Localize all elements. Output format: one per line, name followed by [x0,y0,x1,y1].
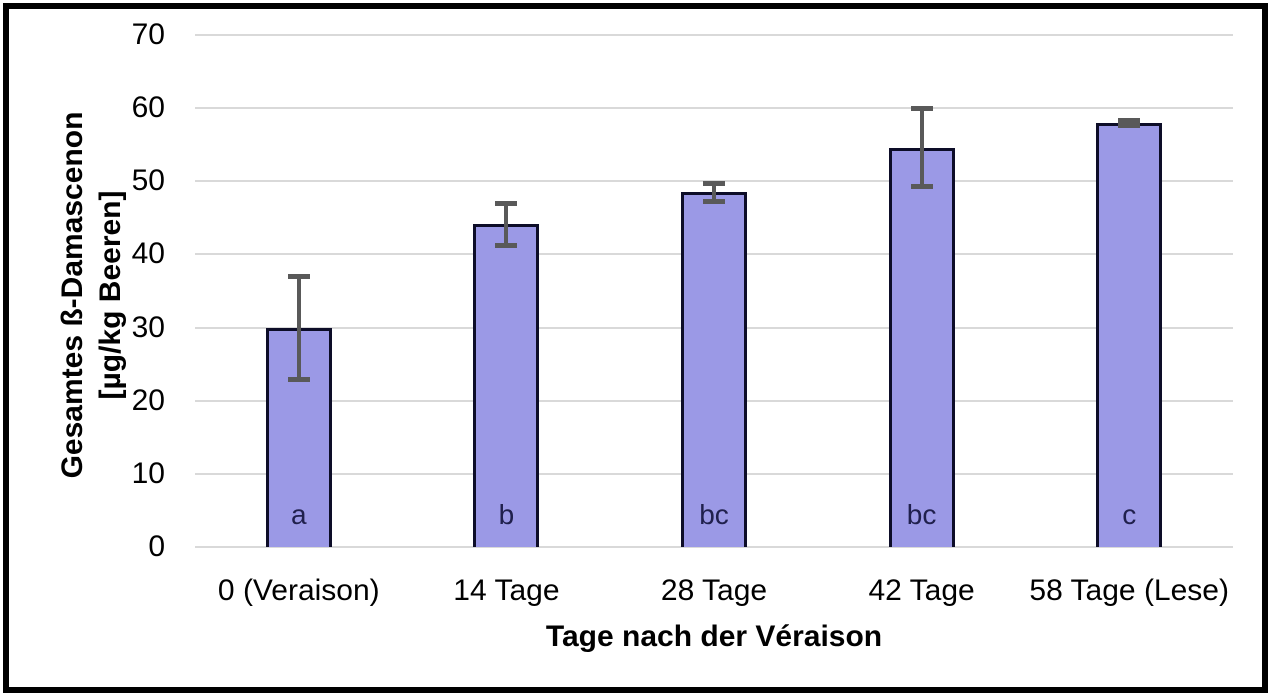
error-bar [296,275,301,380]
error-bar-cap-bottom [703,198,725,204]
error-bar [504,203,509,246]
significance-letter: c [1122,499,1137,530]
error-bar-cap-top [910,106,933,112]
y-tick-label: 60 [131,91,165,125]
error-bar-cap-bottom [910,184,933,190]
bar [681,192,747,547]
bar [1096,122,1163,547]
gridline [195,107,1233,110]
y-tick-label: 50 [131,164,165,198]
x-tick-label: 58 Tage (Lese) [1029,574,1229,607]
error-bar-cap-top [495,201,518,207]
significance-letter: a [291,499,307,530]
y-tick-label: 70 [131,18,165,51]
x-axis-title: Tage nach der Véraison [545,620,883,653]
y-tick-label: 40 [131,237,165,271]
error-bar-cap-bottom [1118,122,1141,128]
error-bar-cap-bottom [495,242,518,248]
bar [473,224,540,547]
x-tick-label: 0 (Veraison) [217,574,380,607]
gridline [195,34,1233,36]
y-tick-label: 20 [131,383,165,417]
error-bar [712,182,716,202]
significance-letter: bc [699,499,729,530]
y-axis-title: Gesamtes ß-Damascenon [µg/kg Beeren] [54,112,130,479]
x-tick-label: 14 Tage [453,574,560,607]
y-axis-title-line1: Gesamtes ß-Damascenon [56,111,89,479]
bar [888,147,955,547]
error-bar-cap-top [1118,117,1141,123]
error-bar-cap-bottom [287,376,310,382]
y-tick-label: 30 [131,310,165,344]
x-tick-label: 42 Tage [868,574,975,607]
significance-letter: b [498,499,515,530]
y-tick-label: 0 [148,530,165,563]
x-tick-label: 28 Tage [660,574,768,607]
y-axis-title-line2: [µg/kg Beeren] [94,190,127,400]
error-bar [919,108,924,188]
error-bar-cap-top [703,180,725,186]
significance-letter: bc [906,499,937,530]
gridline [195,546,1233,548]
error-bar-cap-top [287,273,310,279]
y-tick-label: 10 [131,456,165,490]
